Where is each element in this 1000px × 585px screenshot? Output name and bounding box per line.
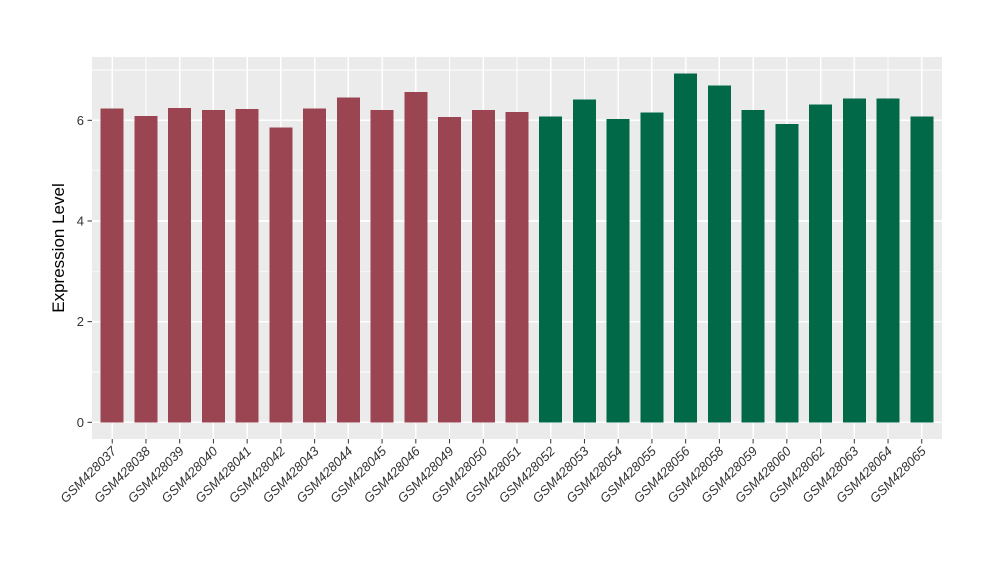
y-tick-label-0: 0 [77, 415, 84, 430]
axis-ticks [87, 119, 923, 444]
bar-GSM428049 [438, 116, 462, 423]
bar-GSM428042 [269, 127, 293, 423]
bar-GSM428050 [471, 109, 495, 423]
bar-GSM428054 [606, 118, 630, 423]
bar-GSM428053 [572, 99, 596, 423]
y-tick-label-2: 2 [77, 314, 84, 329]
y-tick-label-6: 6 [77, 113, 84, 128]
bar-GSM428043 [303, 108, 327, 423]
bar-GSM428064 [876, 98, 900, 423]
bar-GSM428046 [404, 92, 428, 423]
bar-GSM428058 [707, 85, 731, 423]
bar-GSM428041 [235, 109, 259, 423]
bar-GSM428039 [168, 108, 192, 423]
bar-GSM428045 [370, 109, 394, 423]
bar-GSM428051 [505, 111, 529, 423]
bar-GSM428059 [741, 109, 765, 423]
bar-GSM428037 [100, 108, 124, 423]
bar-GSM428056 [674, 73, 698, 423]
bar-GSM428044 [336, 97, 360, 423]
y-axis-title: Expression Level [49, 183, 68, 312]
bar-GSM428060 [775, 123, 799, 423]
bar-GSM428038 [134, 115, 158, 423]
bar-GSM428063 [842, 98, 866, 423]
bar-GSM428040 [201, 109, 225, 423]
bar-GSM428055 [640, 112, 664, 423]
bar-GSM428062 [809, 104, 833, 423]
bars [100, 73, 934, 423]
bar-GSM428065 [910, 116, 934, 423]
bar-GSM428052 [539, 116, 563, 423]
y-tick-label-4: 4 [77, 213, 84, 228]
